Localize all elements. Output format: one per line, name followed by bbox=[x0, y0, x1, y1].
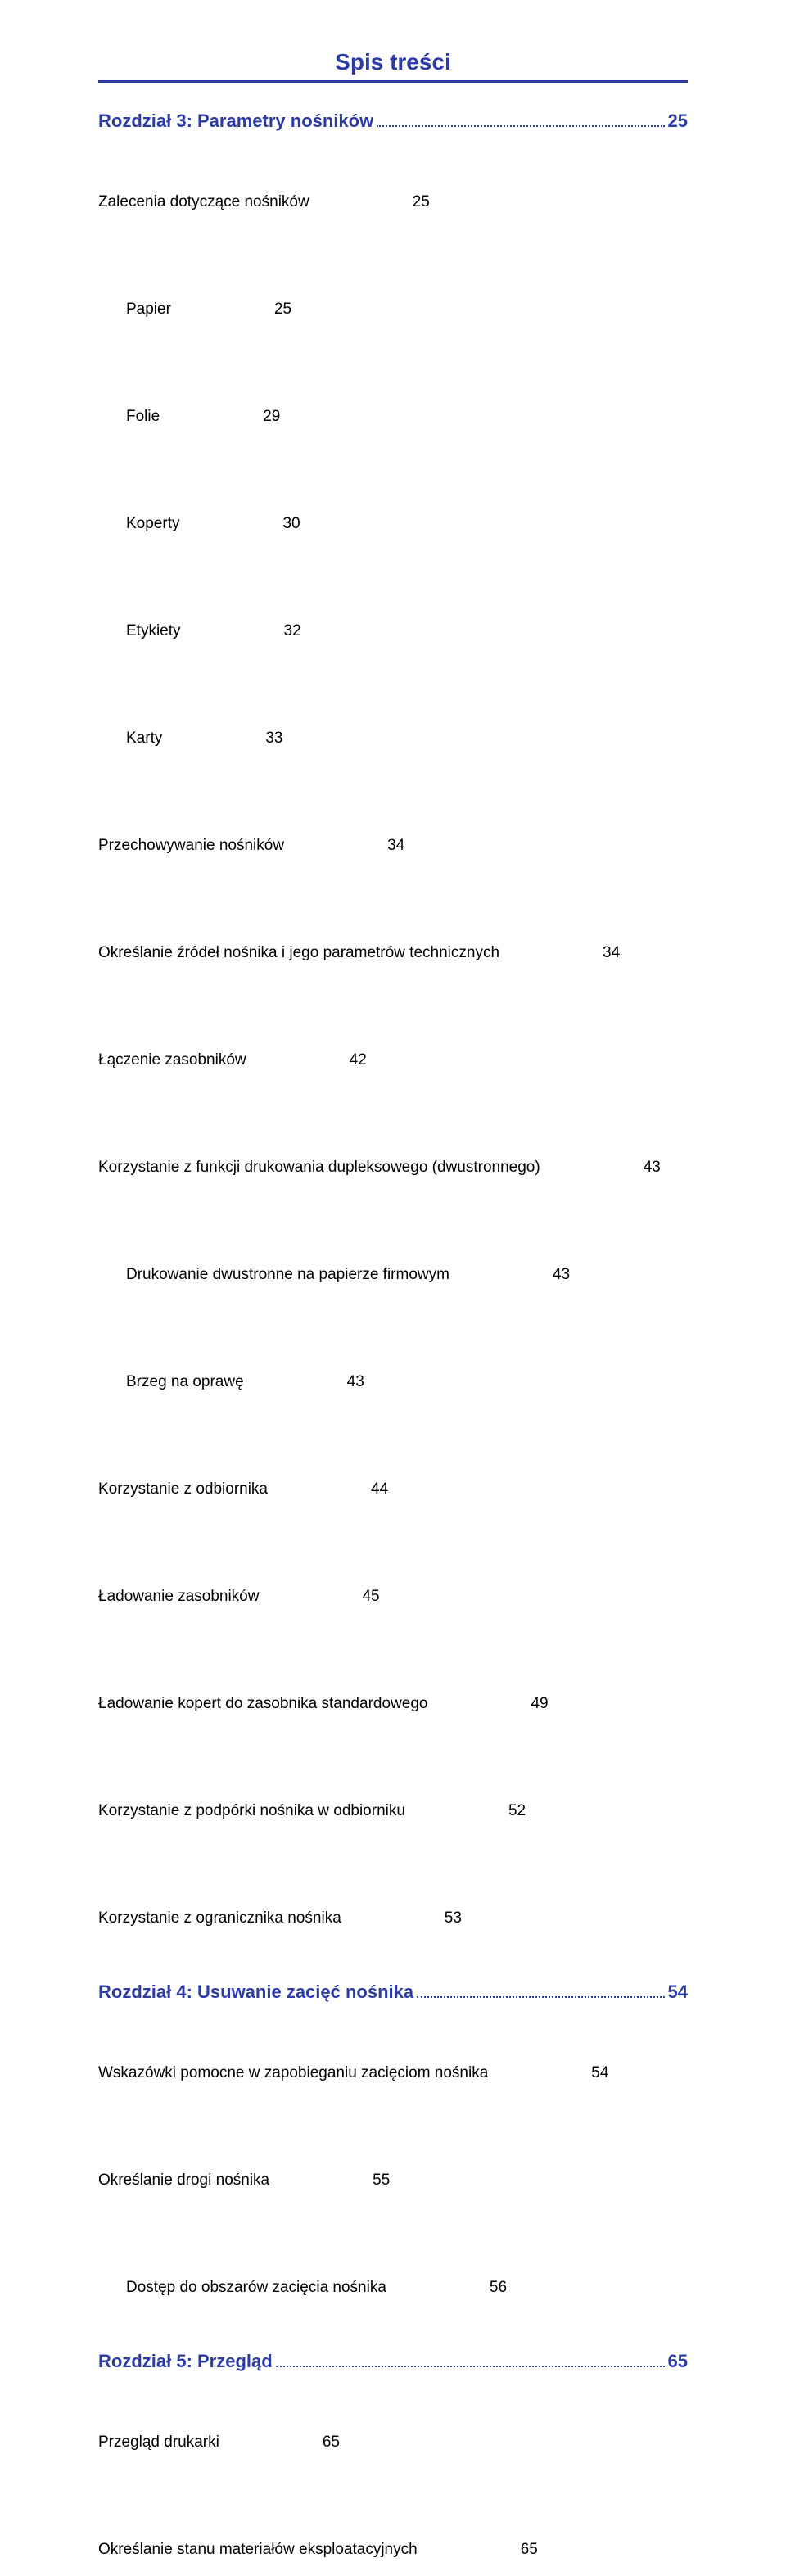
toc-body: Rozdział 3: Parametry nośników 25 Zaleceni… bbox=[98, 111, 688, 2576]
chapter-heading[interactable]: Rozdział 4: Usuwanie zacięć nośnika 54 bbox=[98, 1982, 688, 2003]
toc-entry[interactable]: Drukowanie dwustronne na papierze firmow… bbox=[126, 1218, 688, 1315]
toc-entry-label: Określanie źródeł nośnika i jego paramet… bbox=[98, 945, 499, 960]
chapter-heading[interactable]: Rozdział 5: Przegląd 65 bbox=[98, 2351, 688, 2372]
chapter-page: 54 bbox=[668, 1982, 688, 2003]
toc-entry-page: 25 bbox=[176, 252, 786, 350]
header-rule bbox=[98, 80, 688, 83]
toc-entry-page: 49 bbox=[432, 1647, 786, 1744]
toc-entry-label: Brzeg na oprawę bbox=[126, 1374, 244, 1390]
toc-entry-page: 65 bbox=[422, 2492, 786, 2576]
toc-entry-label: Wskazówki pomocne w zapobieganiu zacięci… bbox=[98, 2065, 488, 2081]
toc-entry-label: Określanie drogi nośnika bbox=[98, 2172, 269, 2188]
chapter-label: Rozdział 4: Usuwanie zacięć nośnika bbox=[98, 1982, 413, 2003]
toc-entry[interactable]: Określanie drogi nośnika55 bbox=[98, 2123, 688, 2221]
toc-entry-label: Korzystanie z odbiornika bbox=[98, 1481, 268, 1497]
toc-entry-label: Papier bbox=[126, 301, 171, 317]
toc-entry[interactable]: Ładowanie kopert do zasobnika standardow… bbox=[98, 1647, 688, 1744]
chapter-leader bbox=[276, 2354, 665, 2367]
toc-entry[interactable]: Korzystanie z ogranicznika nośnika53 bbox=[98, 1861, 688, 1959]
toc-entry[interactable]: Przechowywanie nośników34 bbox=[98, 789, 688, 886]
toc-entry-label: Przechowywanie nośników bbox=[98, 838, 284, 853]
toc-entry-page: 55 bbox=[274, 2123, 786, 2221]
toc-entry-page: 34 bbox=[289, 789, 786, 886]
toc-entry[interactable]: Ładowanie zasobników45 bbox=[98, 1539, 688, 1637]
toc-entry[interactable]: Zalecenia dotyczące nośników25 bbox=[98, 145, 688, 242]
chapter-label: Rozdział 3: Parametry nośników bbox=[98, 111, 373, 132]
toc-entry[interactable]: Przegląd drukarki65 bbox=[98, 2385, 688, 2483]
toc-entry-label: Korzystanie z podpórki nośnika w odbiorn… bbox=[98, 1803, 405, 1819]
chapter-label: Rozdział 5: Przegląd bbox=[98, 2351, 273, 2372]
toc-entry-label: Korzystanie z ogranicznika nośnika bbox=[98, 1910, 341, 1926]
toc-entry[interactable]: Wskazówki pomocne w zapobieganiu zacięci… bbox=[98, 2016, 688, 2113]
toc-entry-page: 32 bbox=[186, 574, 786, 671]
toc-entry-page: 65 bbox=[224, 2385, 786, 2483]
toc-entry-label: Ładowanie zasobników bbox=[98, 1589, 259, 1604]
toc-entry[interactable]: Łączenie zasobników42 bbox=[98, 1003, 688, 1100]
toc-entry-label: Zalecenia dotyczące nośników bbox=[98, 194, 309, 210]
toc-entry-label: Etykiety bbox=[126, 623, 181, 639]
toc-entry-page: 29 bbox=[165, 359, 786, 457]
page-title: Spis treści bbox=[98, 49, 688, 75]
toc-entry[interactable]: Folie29 bbox=[126, 359, 688, 457]
toc-entry-page: 43 bbox=[545, 1110, 786, 1208]
toc-entry-label: Korzystanie z funkcji drukowania dupleks… bbox=[98, 1159, 540, 1175]
toc-entry[interactable]: Karty33 bbox=[126, 681, 688, 779]
toc-entry-page: 43 bbox=[454, 1218, 786, 1315]
toc-entry[interactable]: Określanie źródeł nośnika i jego paramet… bbox=[98, 896, 688, 993]
toc-entry-label: Folie bbox=[126, 409, 160, 424]
toc-entry-page: 34 bbox=[504, 896, 786, 993]
toc-entry-page: 25 bbox=[314, 145, 786, 242]
toc-entry[interactable]: Korzystanie z funkcji drukowania dupleks… bbox=[98, 1110, 688, 1208]
toc-entry-label: Karty bbox=[126, 730, 162, 746]
toc-entry-label: Koperty bbox=[126, 516, 179, 531]
toc-entry[interactable]: Dostęp do obszarów zacięcia nośnika56 bbox=[126, 2230, 688, 2328]
toc-entry-page: 45 bbox=[264, 1539, 786, 1637]
toc-entry-page: 43 bbox=[249, 1325, 786, 1422]
toc-entry-label: Przegląd drukarki bbox=[98, 2434, 219, 2450]
chapter-heading[interactable]: Rozdział 3: Parametry nośników 25 bbox=[98, 111, 688, 132]
toc-entry-label: Drukowanie dwustronne na papierze firmow… bbox=[126, 1267, 449, 1282]
toc-entry-page: 30 bbox=[184, 467, 786, 564]
toc-entry[interactable]: Korzystanie z podpórki nośnika w odbiorn… bbox=[98, 1754, 688, 1851]
toc-entry-page: 53 bbox=[346, 1861, 786, 1959]
toc-entry-label: Określanie stanu materiałów eksploatacyj… bbox=[98, 2542, 418, 2557]
toc-entry[interactable]: Koperty30 bbox=[126, 467, 688, 564]
page-container: Spis treści Rozdział 3: Parametry nośnik… bbox=[0, 0, 786, 2576]
chapter-page: 25 bbox=[668, 111, 688, 132]
toc-entry-page: 52 bbox=[410, 1754, 786, 1851]
toc-entry-page: 56 bbox=[391, 2230, 786, 2328]
chapter-leader bbox=[377, 114, 664, 127]
toc-entry-page: 42 bbox=[251, 1003, 786, 1100]
chapter-leader bbox=[417, 1985, 664, 1998]
toc-entry[interactable]: Brzeg na oprawę43 bbox=[126, 1325, 688, 1422]
toc-entry-label: Łączenie zasobników bbox=[98, 1052, 246, 1068]
toc-entry-label: Dostęp do obszarów zacięcia nośnika bbox=[126, 2280, 386, 2295]
toc-entry[interactable]: Korzystanie z odbiornika44 bbox=[98, 1432, 688, 1530]
toc-entry-page: 54 bbox=[493, 2016, 786, 2113]
toc-entry[interactable]: Papier25 bbox=[126, 252, 688, 350]
toc-entry[interactable]: Określanie stanu materiałów eksploatacyj… bbox=[98, 2492, 688, 2576]
toc-entry[interactable]: Etykiety32 bbox=[126, 574, 688, 671]
chapter-page: 65 bbox=[668, 2351, 688, 2372]
toc-entry-page: 33 bbox=[167, 681, 786, 779]
toc-entry-label: Ładowanie kopert do zasobnika standardow… bbox=[98, 1696, 427, 1711]
toc-entry-page: 44 bbox=[273, 1432, 786, 1530]
